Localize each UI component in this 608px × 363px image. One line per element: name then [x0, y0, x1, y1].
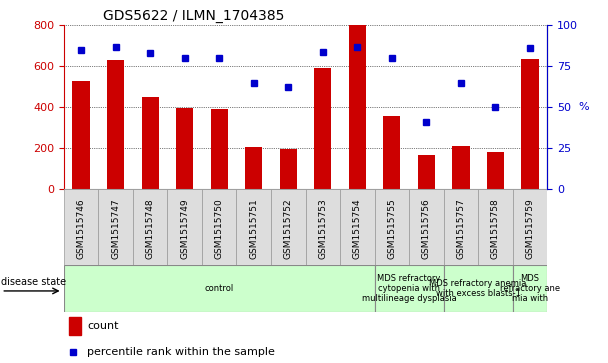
Text: GSM1515751: GSM1515751	[249, 198, 258, 259]
Bar	[133, 189, 167, 265]
Bar	[314, 68, 331, 189]
Text: GSM1515748: GSM1515748	[146, 198, 154, 258]
Bar	[418, 155, 435, 189]
Bar	[237, 189, 271, 265]
Text: MDS refractory
cytopenia with
multilineage dysplasia: MDS refractory cytopenia with multilinea…	[362, 274, 457, 303]
Bar	[375, 189, 409, 265]
Text: percentile rank within the sample: percentile rank within the sample	[87, 347, 275, 357]
Bar	[487, 152, 504, 189]
Text: GSM1515746: GSM1515746	[77, 198, 86, 258]
Bar	[176, 108, 193, 189]
Text: GDS5622 / ILMN_1704385: GDS5622 / ILMN_1704385	[103, 9, 284, 23]
Text: disease state: disease state	[1, 277, 66, 287]
Bar	[271, 189, 306, 265]
Text: GSM1515752: GSM1515752	[284, 198, 293, 258]
Bar	[107, 60, 124, 189]
Bar	[245, 147, 263, 189]
Bar	[167, 189, 202, 265]
Bar	[98, 189, 133, 265]
Text: GSM1515753: GSM1515753	[318, 198, 327, 259]
Bar	[383, 116, 401, 189]
Bar	[409, 189, 444, 265]
Bar	[305, 189, 340, 265]
Text: control: control	[204, 284, 234, 293]
Text: GSM1515756: GSM1515756	[422, 198, 431, 259]
Bar	[64, 265, 375, 312]
Bar	[521, 59, 539, 189]
Bar	[513, 189, 547, 265]
Bar	[513, 265, 547, 312]
Text: GSM1515747: GSM1515747	[111, 198, 120, 258]
Bar	[210, 109, 228, 189]
Y-axis label: %: %	[578, 102, 589, 112]
Bar	[444, 265, 513, 312]
Bar	[69, 317, 81, 335]
Bar	[202, 189, 237, 265]
Text: GSM1515757: GSM1515757	[457, 198, 465, 259]
Bar	[72, 81, 90, 189]
Bar	[64, 189, 98, 265]
Text: GSM1515755: GSM1515755	[387, 198, 396, 259]
Bar	[452, 146, 469, 189]
Bar	[375, 265, 444, 312]
Bar	[142, 97, 159, 189]
Text: GSM1515759: GSM1515759	[525, 198, 534, 259]
Text: count: count	[87, 321, 119, 331]
Bar	[348, 25, 366, 189]
Bar	[340, 189, 375, 265]
Text: GSM1515754: GSM1515754	[353, 198, 362, 258]
Bar	[478, 189, 513, 265]
Bar	[444, 189, 478, 265]
Text: GSM1515749: GSM1515749	[180, 198, 189, 258]
Text: GSM1515750: GSM1515750	[215, 198, 224, 259]
Text: GSM1515758: GSM1515758	[491, 198, 500, 259]
Bar	[280, 149, 297, 189]
Text: MDS
refractory ane
mia with: MDS refractory ane mia with	[500, 274, 560, 303]
Text: MDS refractory anemia
with excess blasts-1: MDS refractory anemia with excess blasts…	[429, 279, 527, 298]
